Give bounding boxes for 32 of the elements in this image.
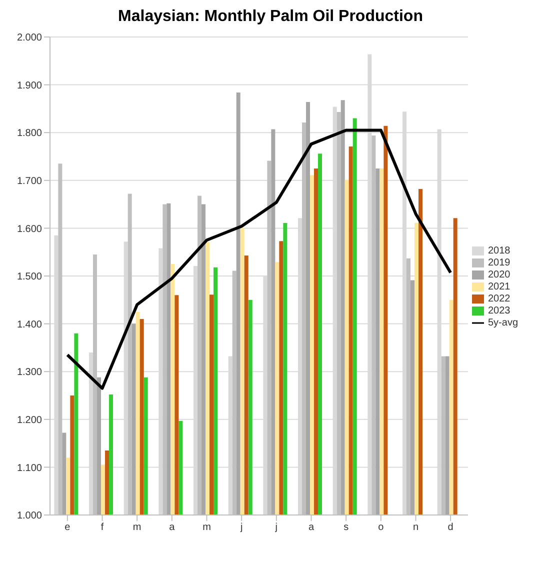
x-tick-label: j — [274, 522, 278, 534]
x-tick-label: e — [64, 522, 71, 534]
y-tick-label: 1.800 — [16, 128, 42, 140]
x-tick-label: d — [448, 522, 454, 534]
legend-label: 2018 — [488, 246, 510, 257]
y-tick-label: 1.500 — [16, 272, 42, 283]
legend-label: 2021 — [488, 282, 510, 293]
y-tick-label: 1.600 — [16, 224, 42, 235]
legend-label: 2020 — [488, 270, 510, 281]
y-tick-label: 1.700 — [16, 176, 42, 187]
legend-label: 2023 — [488, 306, 510, 317]
x-tick-label: a — [308, 522, 314, 534]
legend-label: 2022 — [488, 294, 510, 305]
y-tick-label: 1.300 — [16, 367, 42, 378]
chart-title: Malaysian: Monthly Palm Oil Production — [117, 8, 424, 26]
y-tick-label: 1.100 — [16, 462, 42, 474]
x-tick-label: m — [202, 522, 211, 534]
y-tick-label: 1.400 — [16, 319, 42, 330]
x-tick-label: n — [412, 522, 419, 534]
legend-label: 5y-avg — [488, 318, 518, 329]
x-tick-label: s — [344, 522, 349, 534]
y-tick-label: 1.900 — [16, 80, 42, 92]
y-tick-label: 1.200 — [16, 414, 42, 426]
line-series — [66, 128, 452, 390]
x-tick-label: f — [100, 522, 104, 534]
x-tick-label: o — [378, 522, 384, 534]
x-tick-label: a — [169, 522, 176, 534]
x-tick-label: m — [132, 522, 142, 534]
y-tick-label: 1.000 — [16, 510, 42, 522]
y-tick-label: 2.000 — [16, 32, 42, 44]
x-tick-label: j — [239, 522, 243, 534]
legend-label: 2019 — [488, 258, 510, 269]
